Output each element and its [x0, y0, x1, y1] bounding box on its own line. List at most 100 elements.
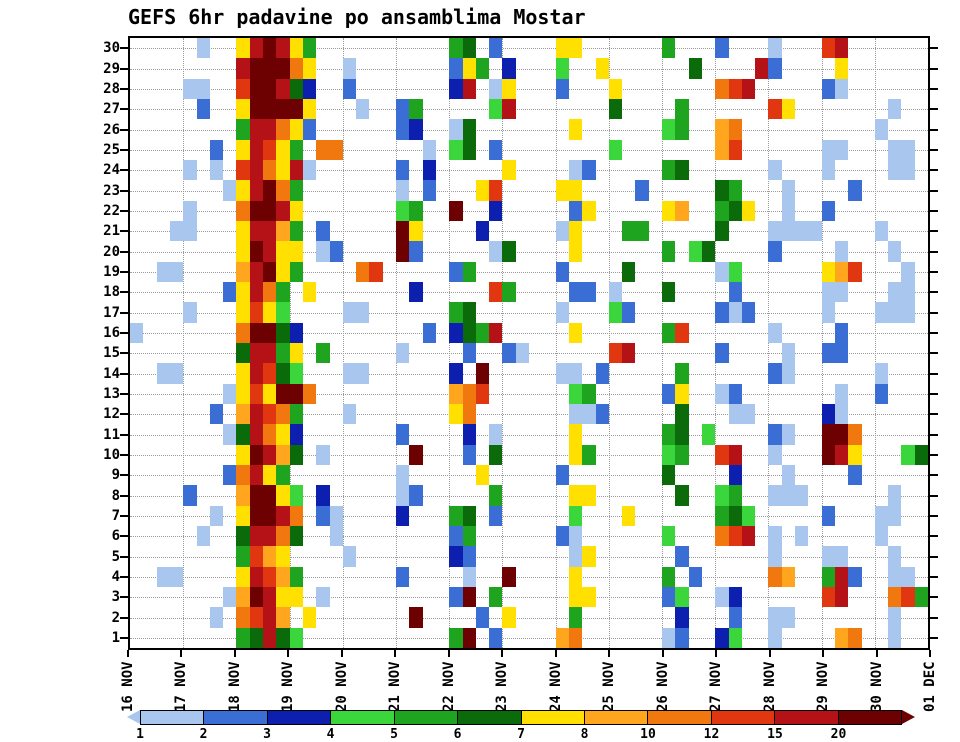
heatmap-cell: [409, 282, 423, 302]
heatmap-cell: [316, 445, 330, 465]
y-axis-label: 11: [103, 426, 120, 443]
heatmap-cell: [396, 567, 409, 587]
heatmap-cell: [835, 567, 848, 587]
heatmap-cell: [715, 79, 729, 99]
heatmap-cell: [622, 221, 635, 241]
y-axis-tick: [120, 474, 128, 477]
heatmap-cell: [170, 567, 183, 587]
heatmap-cell: [795, 221, 808, 241]
heatmap-cell: [463, 567, 476, 587]
heatmap-cell: [476, 384, 489, 404]
heatmap-cell: [369, 262, 383, 282]
heatmap-cell: [715, 262, 729, 282]
heatmap-cell: [290, 424, 303, 445]
heatmap-cell: [768, 628, 782, 648]
y-axis-tick-right: [930, 413, 938, 416]
heatmap-cell: [276, 180, 290, 201]
heatmap-cell: [316, 241, 330, 262]
heatmap-cell: [582, 546, 596, 567]
heatmap-cell: [662, 465, 675, 485]
heatmap-cell: [183, 485, 197, 506]
x-axis-label: 27 NOV: [708, 661, 725, 712]
heatmap-cell: [316, 587, 330, 607]
y-axis-label: 15: [103, 345, 120, 362]
heatmap-cell: [316, 506, 330, 526]
heatmap-cell: [449, 506, 463, 526]
heatmap-cell: [662, 587, 675, 607]
heatmap-cell: [675, 485, 689, 506]
heatmap-cell: [835, 343, 848, 363]
colorbar: [140, 710, 902, 725]
heatmap-cell: [276, 384, 290, 404]
heatmap-cell: [183, 79, 197, 99]
heatmap-cell: [290, 180, 303, 201]
heatmap-cell: [183, 302, 197, 323]
heatmap-cell: [822, 506, 835, 526]
heatmap-cell: [888, 160, 901, 180]
heatmap-cell: [582, 160, 596, 180]
y-axis-tick-right: [930, 392, 938, 395]
heatmap-cell: [276, 38, 290, 58]
heatmap-cell: [556, 79, 569, 99]
heatmap-cell: [276, 160, 290, 180]
y-axis-tick: [120, 453, 128, 456]
heatmap-cell: [290, 58, 303, 79]
heatmap-cell: [236, 485, 250, 506]
heatmap-cell: [569, 485, 582, 506]
y-axis-tick: [120, 87, 128, 90]
heatmap-cell: [822, 445, 835, 465]
gridline-horizontal: [130, 454, 928, 456]
y-axis-label: 4: [111, 568, 120, 585]
heatmap-cell: [330, 140, 343, 160]
heatmap-cell: [290, 363, 303, 384]
heatmap-cell: [236, 58, 250, 79]
heatmap-cell: [250, 99, 263, 119]
heatmap-cell: [768, 363, 782, 384]
heatmap-cell: [556, 526, 569, 546]
colorbar-segment: [711, 711, 776, 724]
heatmap-cell: [276, 58, 290, 79]
heatmap-cell: [888, 485, 901, 506]
heatmap-cell: [662, 445, 675, 465]
heatmap-cell: [463, 628, 476, 648]
heatmap-cell: [409, 201, 423, 221]
heatmap-cell: [263, 404, 276, 424]
heatmap-cell: [250, 323, 263, 343]
gridline-vertical: [768, 38, 770, 648]
heatmap-cell: [250, 79, 263, 99]
heatmap-cell: [835, 546, 848, 567]
heatmap-cell: [675, 546, 689, 567]
y-axis-tick-right: [930, 535, 938, 538]
heatmap-cell: [236, 404, 250, 424]
heatmap-cell: [489, 485, 502, 506]
heatmap-cell: [396, 201, 409, 221]
heatmap-cell: [729, 607, 742, 628]
heatmap-cell: [210, 404, 223, 424]
heatmap-cell: [489, 587, 502, 607]
heatmap-cell: [276, 445, 290, 465]
heatmap-cell: [662, 384, 675, 404]
heatmap-cell: [582, 587, 596, 607]
heatmap-cell: [250, 241, 263, 262]
heatmap-cell: [835, 323, 848, 343]
heatmap-cell: [702, 424, 715, 445]
heatmap-cell: [449, 262, 463, 282]
y-axis-tick-right: [930, 453, 938, 456]
heatmap-cell: [848, 262, 862, 282]
heatmap-cell: [396, 160, 409, 180]
heatmap-cell: [263, 424, 276, 445]
heatmap-cell: [489, 99, 502, 119]
heatmap-cell: [729, 445, 742, 465]
heatmap-cell: [489, 628, 502, 648]
gridlines-layer: [130, 38, 928, 648]
gridline-horizontal: [130, 271, 928, 273]
x-axis-label: 26 NOV: [654, 661, 671, 712]
heatmap-cell: [768, 160, 782, 180]
heatmap-cell: [170, 221, 183, 241]
heatmap-cell: [290, 384, 303, 404]
heatmap-cell: [715, 485, 729, 506]
heatmap-cell: [875, 506, 888, 526]
heatmap-cell: [463, 445, 476, 465]
heatmap-cell: [250, 465, 263, 485]
gridline-horizontal: [130, 129, 928, 131]
